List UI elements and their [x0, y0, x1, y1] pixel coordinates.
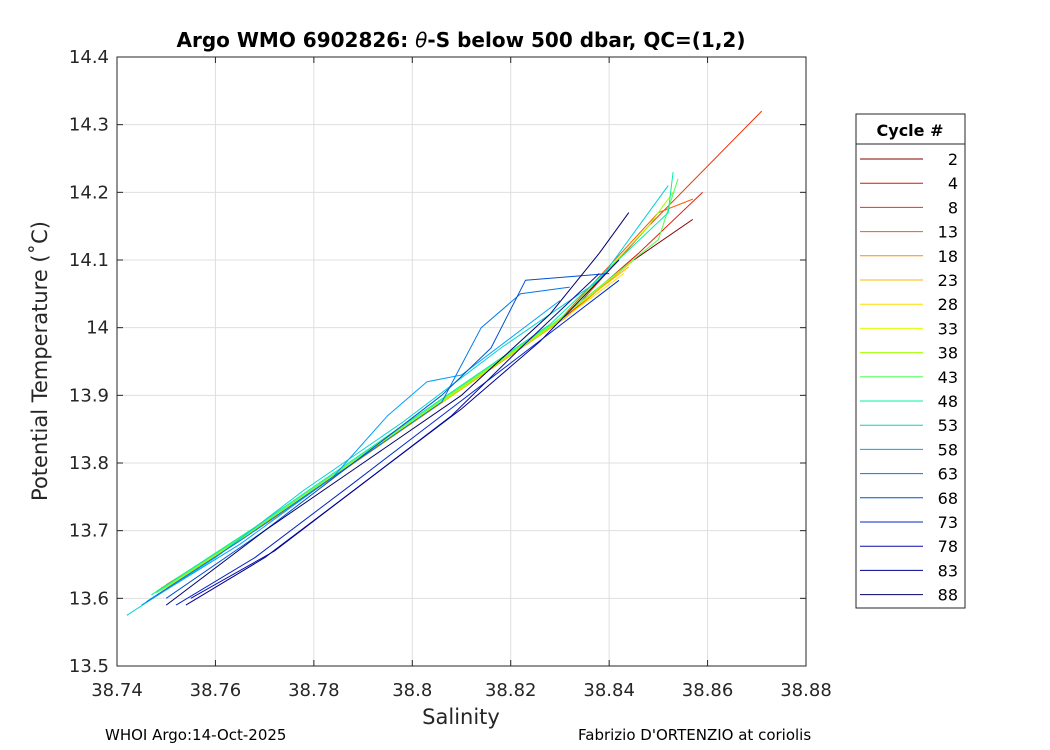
legend-label-cycle-83: 83 [938, 561, 958, 580]
legend-label-cycle-63: 63 [938, 465, 958, 484]
series-line-cycle-58 [141, 300, 561, 606]
x-tick-label: 38.78 [288, 680, 340, 701]
y-tick-label: 14.2 [69, 182, 109, 203]
x-tick-labels: 38.74 38.76 38.78 38.8 38.82 38.84 38.86 38.88 [91, 680, 832, 701]
plot-area [116, 56, 807, 667]
y-tick-label: 14.1 [69, 250, 109, 271]
y-tick-label: 14 [86, 318, 109, 339]
x-tick-label: 38.84 [583, 680, 635, 701]
legend-label-cycle-18: 18 [938, 247, 958, 266]
x-axis-label: Salinity [422, 705, 500, 729]
legend-label-cycle-4: 4 [948, 174, 958, 193]
chart-title: Argo WMO 6902826: θ-S below 500 dbar, QC… [177, 28, 746, 52]
x-tick-label: 38.86 [682, 680, 734, 701]
y-tick-labels: 13.5 13.6 13.7 13.8 13.9 14 14.1 14.2 14.3 14.4 [69, 47, 109, 677]
y-axis-label: Potential Temperature (˚C) [28, 221, 52, 501]
y-tick-label: 14.4 [69, 47, 109, 68]
legend: Cycle # 24813182328333843485358636873788… [855, 113, 966, 609]
x-tick-label: 38.88 [780, 680, 832, 701]
footer-right: Fabrizio D'ORTENZIO at coriolis [578, 726, 811, 744]
legend-label-cycle-53: 53 [938, 416, 958, 435]
legend-label-cycle-33: 33 [938, 319, 958, 338]
legend-label-cycle-48: 48 [938, 392, 958, 411]
y-tick-label: 13.5 [69, 656, 109, 677]
y-tick-label: 14.3 [69, 115, 109, 136]
series-line-cycle-63 [146, 286, 570, 603]
legend-box [855, 113, 966, 609]
y-tick-label: 13.7 [69, 521, 109, 542]
legend-title: Cycle # [877, 121, 944, 140]
y-tick-label: 13.9 [69, 385, 109, 406]
legend-label-cycle-43: 43 [938, 368, 958, 387]
legend-label-cycle-38: 38 [938, 344, 958, 363]
legend-label-cycle-73: 73 [938, 513, 958, 532]
legend-label-cycle-58: 58 [938, 440, 958, 459]
y-tick-label: 13.8 [69, 453, 109, 474]
series-line-cycle-43 [156, 178, 679, 594]
legend-label-cycle-8: 8 [948, 198, 958, 217]
legend-label-cycle-23: 23 [938, 271, 958, 290]
legend-label-cycle-88: 88 [938, 586, 958, 605]
legend-label-cycle-13: 13 [938, 223, 958, 242]
series-line-cycle-83 [185, 259, 620, 606]
legend-label-cycle-78: 78 [938, 537, 958, 556]
x-tick-label: 38.74 [91, 680, 143, 701]
legend-label-cycle-68: 68 [938, 489, 958, 508]
legend-label-cycle-2: 2 [948, 150, 958, 169]
footer-left: WHOI Argo:14-Oct-2025 [105, 726, 286, 744]
y-tick-label: 13.6 [69, 588, 109, 609]
x-tick-label: 38.82 [485, 680, 537, 701]
x-tick-label: 38.8 [392, 680, 432, 701]
legend-label-cycle-28: 28 [938, 295, 958, 314]
x-tick-label: 38.76 [190, 680, 242, 701]
series-line-cycle-88 [165, 212, 630, 606]
axis-ticks [116, 56, 807, 667]
series-lines [126, 110, 763, 616]
